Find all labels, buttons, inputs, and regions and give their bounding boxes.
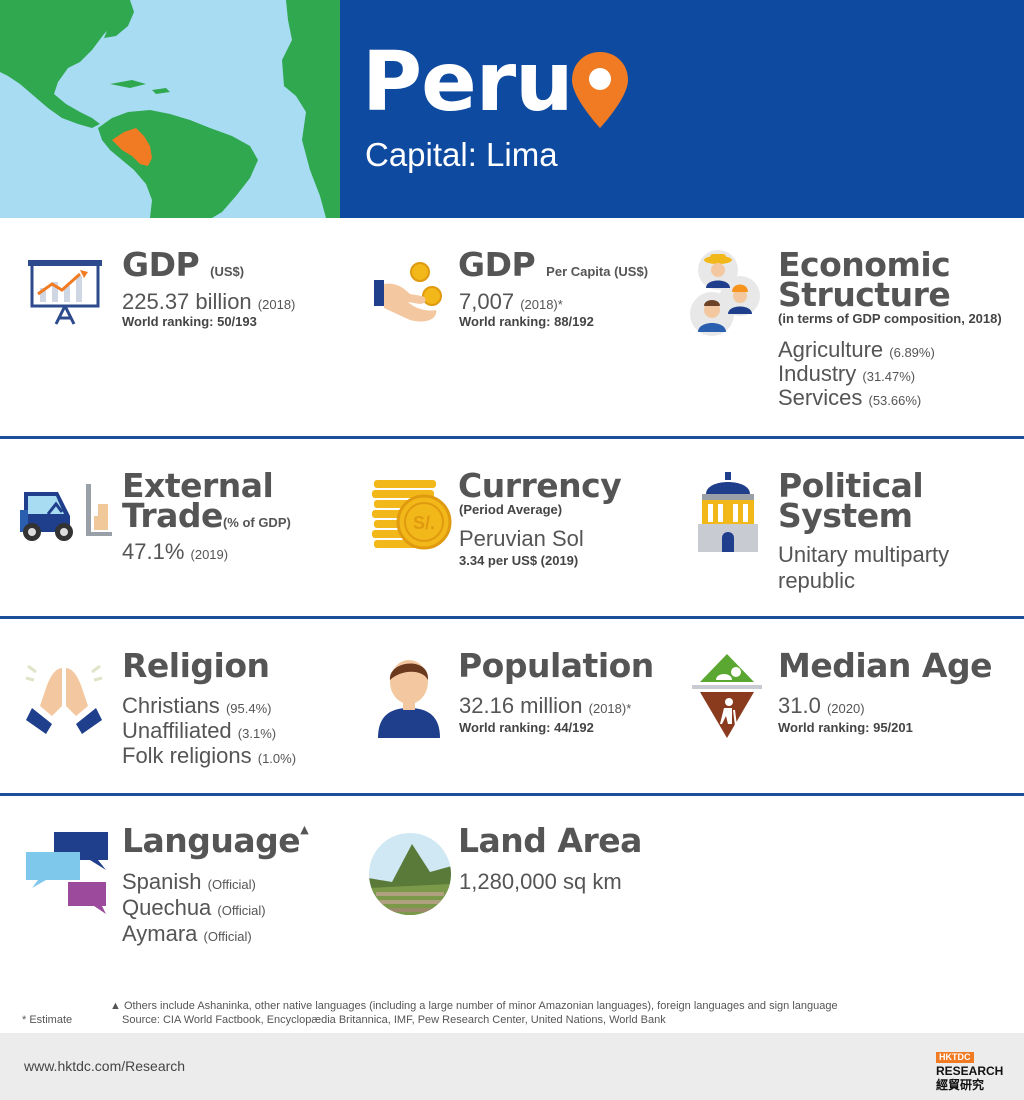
median-age-year: (2020)	[826, 701, 865, 716]
currency-rate: 3.34 per US$ (2019)	[459, 553, 579, 568]
language-item-label: Aymara	[122, 921, 198, 946]
gdp-unit: (US$)	[210, 264, 245, 279]
section-divider	[0, 616, 1024, 619]
religion-item-pct: (95.4%)	[225, 701, 272, 716]
trade-year: (2019)	[190, 547, 229, 562]
hand-coins-icon	[374, 262, 442, 322]
political-title-2: System	[778, 496, 913, 535]
econ-item-label: Services	[778, 385, 863, 410]
chart-board-icon	[28, 260, 102, 325]
language-item-label: Quechua	[122, 895, 212, 920]
coin-label: S/.	[413, 513, 435, 533]
footer-url[interactable]: www.hktdc.com/Research	[24, 1058, 186, 1074]
source-note: Source: CIA World Factbook, Encyclopædia…	[122, 1014, 666, 1026]
econ-item-label: Agriculture	[778, 337, 884, 362]
speech-bubbles-icon	[26, 832, 108, 914]
logo-mid: RESEARCH	[936, 1064, 1004, 1078]
religion-item-pct: (1.0%)	[257, 751, 297, 766]
median-age-title: Median Age	[778, 646, 992, 685]
currency-title: Currency	[458, 466, 622, 505]
gdp-title: GDP	[122, 245, 200, 284]
population-title: Population	[458, 646, 654, 685]
trade-title-1: External	[122, 466, 274, 505]
religion-item-label: Unaffiliated	[122, 718, 232, 743]
language-note: ▲ Others include Ashaninka, other native…	[110, 1000, 838, 1012]
gdp-pc-value: 7,007	[459, 289, 515, 314]
econ-title-1: Economic	[778, 245, 951, 284]
population-year: (2018)*	[588, 701, 632, 716]
political-value-2: republic	[778, 568, 856, 593]
government-building-icon	[698, 472, 758, 552]
land-title: Land Area	[458, 821, 642, 860]
econ-item-pct: (6.89%)	[889, 345, 935, 360]
capital-label: Capital: Lima	[365, 136, 558, 173]
forklift-icon	[20, 484, 112, 541]
footer: www.hktdc.com/Research HKTDC RESEARCH 經貿…	[0, 1033, 1024, 1100]
language-item-label: Spanish	[122, 869, 202, 894]
currency-value: Peruvian Sol	[459, 526, 584, 551]
title-panel: Peru Capital: Lima	[340, 0, 1024, 218]
political-value-1: Unitary multiparty	[778, 542, 950, 567]
religion-title: Religion	[122, 646, 270, 685]
gdp-value: 225.37 billion	[122, 289, 252, 314]
coin-stack-icon: S/.	[372, 480, 452, 550]
workers-icon	[690, 250, 760, 336]
language-mark: ▲	[300, 823, 309, 836]
trade-title-2: Trade	[122, 496, 223, 535]
header: Peru Capital: Lima	[0, 0, 1024, 218]
section-divider	[0, 793, 1024, 796]
estimate-note: * Estimate	[22, 1014, 73, 1026]
religion-item-pct: (3.1%)	[237, 726, 277, 741]
location-pin-icon	[572, 52, 628, 128]
language-item-note: (Official)	[203, 929, 252, 944]
econ-item-label: Industry	[778, 361, 857, 386]
gdp-ranking: World ranking: 50/193	[122, 314, 257, 329]
econ-title-2: Structure	[778, 275, 951, 314]
econ-subtitle: (in terms of GDP composition, 2018)	[778, 311, 1002, 326]
gdp-pc-year: (2018)*	[520, 297, 563, 312]
land-value: 1,280,000 sq km	[459, 869, 622, 894]
econ-item-pct: (53.66%)	[868, 393, 922, 408]
population-ranking: World ranking: 44/192	[459, 720, 594, 735]
logo-top: HKTDC	[936, 1052, 974, 1063]
religion-item-label: Christians	[122, 693, 220, 718]
section-divider	[0, 436, 1024, 439]
median-age-ranking: World ranking: 95/201	[778, 720, 913, 735]
person-icon	[378, 660, 440, 738]
gdp-pc-title: GDP	[458, 245, 536, 284]
gdp-pc-unit: Per Capita (US$)	[546, 264, 649, 279]
religion-item-label: Folk religions	[122, 743, 252, 768]
median-age-value: 31.0	[778, 693, 821, 718]
econ-item-pct: (31.47%)	[862, 369, 916, 384]
population-value: 32.16 million	[459, 693, 583, 718]
language-item-note: (Official)	[207, 877, 256, 892]
trade-value: 47.1%	[122, 539, 185, 564]
hktdc-logo: HKTDC RESEARCH 經貿研究	[936, 1047, 1006, 1092]
currency-subtitle: (Period Average)	[459, 502, 563, 517]
logo-bottom: 經貿研究	[936, 1078, 985, 1092]
language-item-note: (Official)	[217, 903, 266, 918]
country-title: Peru	[362, 35, 574, 130]
machu-picchu-icon	[369, 833, 451, 915]
political-title-1: Political	[778, 466, 924, 505]
praying-hands-icon	[25, 664, 103, 734]
gdp-year: (2018)	[257, 297, 296, 312]
map-peru-location	[0, 0, 340, 218]
trade-unit: (% of GDP)	[222, 515, 291, 530]
language-title: Language	[122, 821, 301, 860]
baby-elder-icon	[692, 654, 762, 738]
gdp-pc-ranking: World ranking: 88/192	[459, 314, 594, 329]
